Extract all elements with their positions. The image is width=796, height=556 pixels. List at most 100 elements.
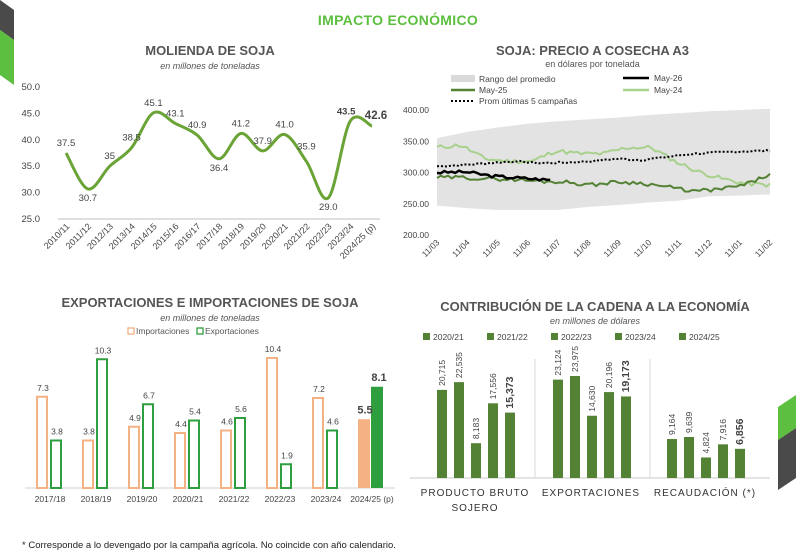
legend-label: 2020/21 [433,332,464,342]
data-label: 43.1 [166,108,185,119]
data-label: 37.5 [57,138,76,149]
legend-swatch-2021/22 [487,333,494,340]
bar-2021/22 [684,436,694,478]
precio-chart: Rango del promedio May-26 May-25 May-24 Prom… [403,73,775,259]
data-label-exportaciones: 4.6 [327,417,339,427]
x-tick-label: 11/03 [420,237,442,259]
x-tick-label: 11/02 [753,237,775,259]
legend-swatch-2022/23 [551,333,558,340]
y-tick-label: 200.00 [403,230,429,240]
data-label: 4,824 [701,432,711,454]
category-label: SOJERO [451,503,498,514]
bar-2024/25 [505,412,515,478]
data-label-importaciones: 4.4 [175,419,187,429]
page-title: IMPACTO ECONÓMICO [317,12,479,28]
bar-2021/22 [454,382,464,478]
x-tick-label: 2023/24 [311,494,342,504]
x-tick-label: 11/08 [571,237,593,259]
range-band [437,108,770,210]
chart3-subtitle: en millones de toneladas [160,313,260,323]
y-tick-label: 25.0 [22,214,41,225]
data-label: 15,373 [504,376,516,408]
chart2-subtitle: en dólares por tonelada [545,59,640,69]
bar-exportaciones [371,386,383,488]
molienda-chart: 25.0 30.0 35.0 40.0 45.0 50.0 37.5 30.7 35 38.5 45… [22,82,388,261]
legend-swatch-2020/21 [423,333,430,340]
y-tick-label: 50.0 [22,82,41,93]
bar-importaciones [266,357,278,489]
chart4-title: CONTRIBUCIÓN DE LA CADENA A LA ECONOMÍA [440,299,750,314]
chart4-subtitle: en millones de dólares [549,316,641,326]
legend-swatch-band [451,75,475,82]
chart1-subtitle: en millones de toneladas [160,61,260,71]
corner-decoration-right [778,395,796,490]
legend-label: Exportaciones [205,326,259,336]
bar-2023/24 [488,403,498,478]
data-label-exportaciones: 6.7 [143,390,155,400]
bar-2020/21 [553,379,563,478]
chart2-title: SOJA: PRECIO A COSECHA A3 [495,43,690,58]
bar-importaciones [312,397,324,489]
bar-exportaciones [234,417,246,489]
data-label-importaciones: 10.4 [265,344,282,354]
x-tick-label: 2017/18 [35,494,66,504]
bar-exportaciones [96,358,108,489]
series-may24-line [436,143,771,188]
chart1-title: MOLIENDA DE SOJA [145,43,275,58]
x-tick-label: 11/11 [662,237,683,258]
bar-exportaciones [50,439,62,489]
series-prom-line [436,148,771,168]
y-tick-label: 30.0 [22,188,41,199]
data-label-importaciones: 5.5 [357,404,372,416]
y-tick-label: 40.0 [22,135,41,146]
x-tick-label: 11/10 [632,237,654,259]
x-tick-label: 2024/25 (p) [350,494,394,504]
data-label: 8,183 [471,418,481,440]
legend-label: 2023/24 [625,332,656,342]
data-label: 40.9 [188,120,207,131]
legend-label: 2024/25 [689,332,720,342]
bar-2020/21 [437,389,447,478]
bar-importaciones [128,425,140,489]
data-label-importaciones: 7.2 [313,384,325,394]
data-label: 14,630 [587,385,597,411]
legend-swatch-exportaciones [196,327,204,335]
data-label-exportaciones: 10.3 [95,345,112,355]
corner-decoration-left [0,0,14,85]
y-tick-label: 35.0 [22,161,41,172]
comercio-chart: Importaciones Exportaciones 7.3 3.8 2017/18 3… [25,326,395,504]
legend-label: May-26 [654,73,683,83]
legend-swatch-2024/25 [679,333,686,340]
series-may26-line [436,169,551,182]
data-label: 7,916 [718,419,728,441]
data-label: 37.9 [253,136,272,147]
x-tick-label: 2019/20 [127,494,158,504]
data-label: 35 [104,151,115,162]
y-tick-label: 350.00 [403,136,429,146]
x-tick-label: 11/05 [480,237,502,259]
data-label-exportaciones: 1.9 [281,450,293,460]
data-label-exportaciones: 8.1 [371,372,386,384]
bar-importaciones [36,395,48,489]
bar-2022/23 [701,457,711,478]
x-tick-label: 2022/23 [265,494,296,504]
bar-importaciones [82,439,94,489]
data-label-exportaciones: 5.6 [235,404,247,414]
bar-2022/23 [587,415,597,478]
legend-label: Prom últimas 5 campañas [479,96,577,106]
data-label: 29.0 [319,202,338,213]
bar-2020/21 [667,439,677,478]
legend-swatch-2023/24 [615,333,622,340]
bar-exportaciones [142,403,154,489]
data-label-importaciones: 7.3 [37,383,49,393]
legend-swatch-importaciones [127,327,135,335]
x-tick-label: 11/09 [601,237,623,259]
legend-label: May-24 [654,85,683,95]
data-label: 23,124 [553,349,563,375]
x-tick-label: 11/06 [511,237,533,259]
bar-importaciones [220,429,232,489]
data-label: 35.9 [297,141,316,152]
data-label-importaciones: 4.6 [221,417,233,427]
legend-label: Importaciones [136,326,189,336]
bar-2021/22 [570,376,580,478]
